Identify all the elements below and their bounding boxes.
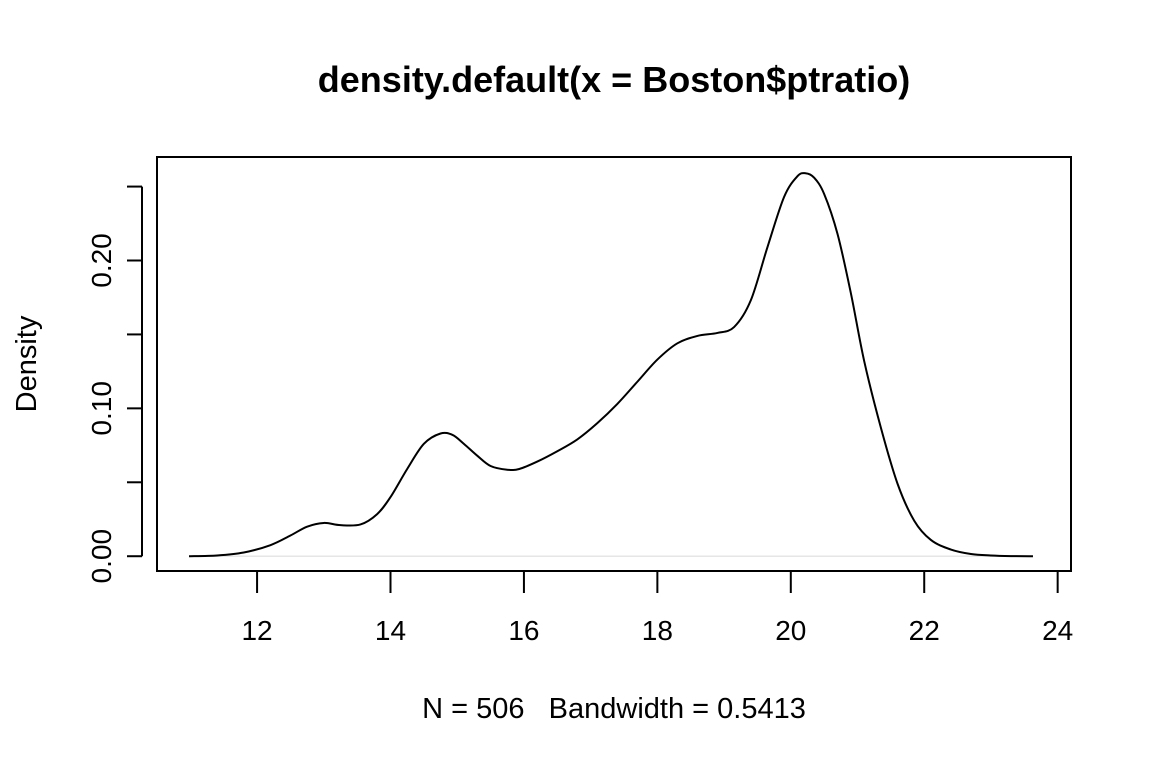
y-axis: 0.00 0.10 0.20 [86, 185, 143, 584]
y-tick-label: 0.10 [86, 381, 117, 436]
x-tick-label: 18 [642, 615, 673, 646]
chart-title: density.default(x = Boston$ptratio) [318, 59, 910, 100]
x-axis: 12 14 16 18 20 22 24 [241, 570, 1073, 646]
x-tick-label: 14 [375, 615, 406, 646]
x-tick-label: 20 [775, 615, 806, 646]
density-line [188, 172, 1033, 558]
x-axis-label: N = 506 Bandwidth = 0.5413 [422, 693, 806, 725]
x-tick-label: 16 [508, 615, 539, 646]
plot-border [156, 156, 1072, 572]
y-tick-label: 0.00 [86, 529, 117, 584]
y-axis-label: Density [11, 315, 43, 412]
density-series [188, 172, 1033, 558]
y-tick-label: 0.20 [86, 233, 117, 288]
x-tick-label: 24 [1042, 615, 1073, 646]
x-tick-label: 22 [909, 615, 940, 646]
x-tick-label: 12 [241, 615, 272, 646]
